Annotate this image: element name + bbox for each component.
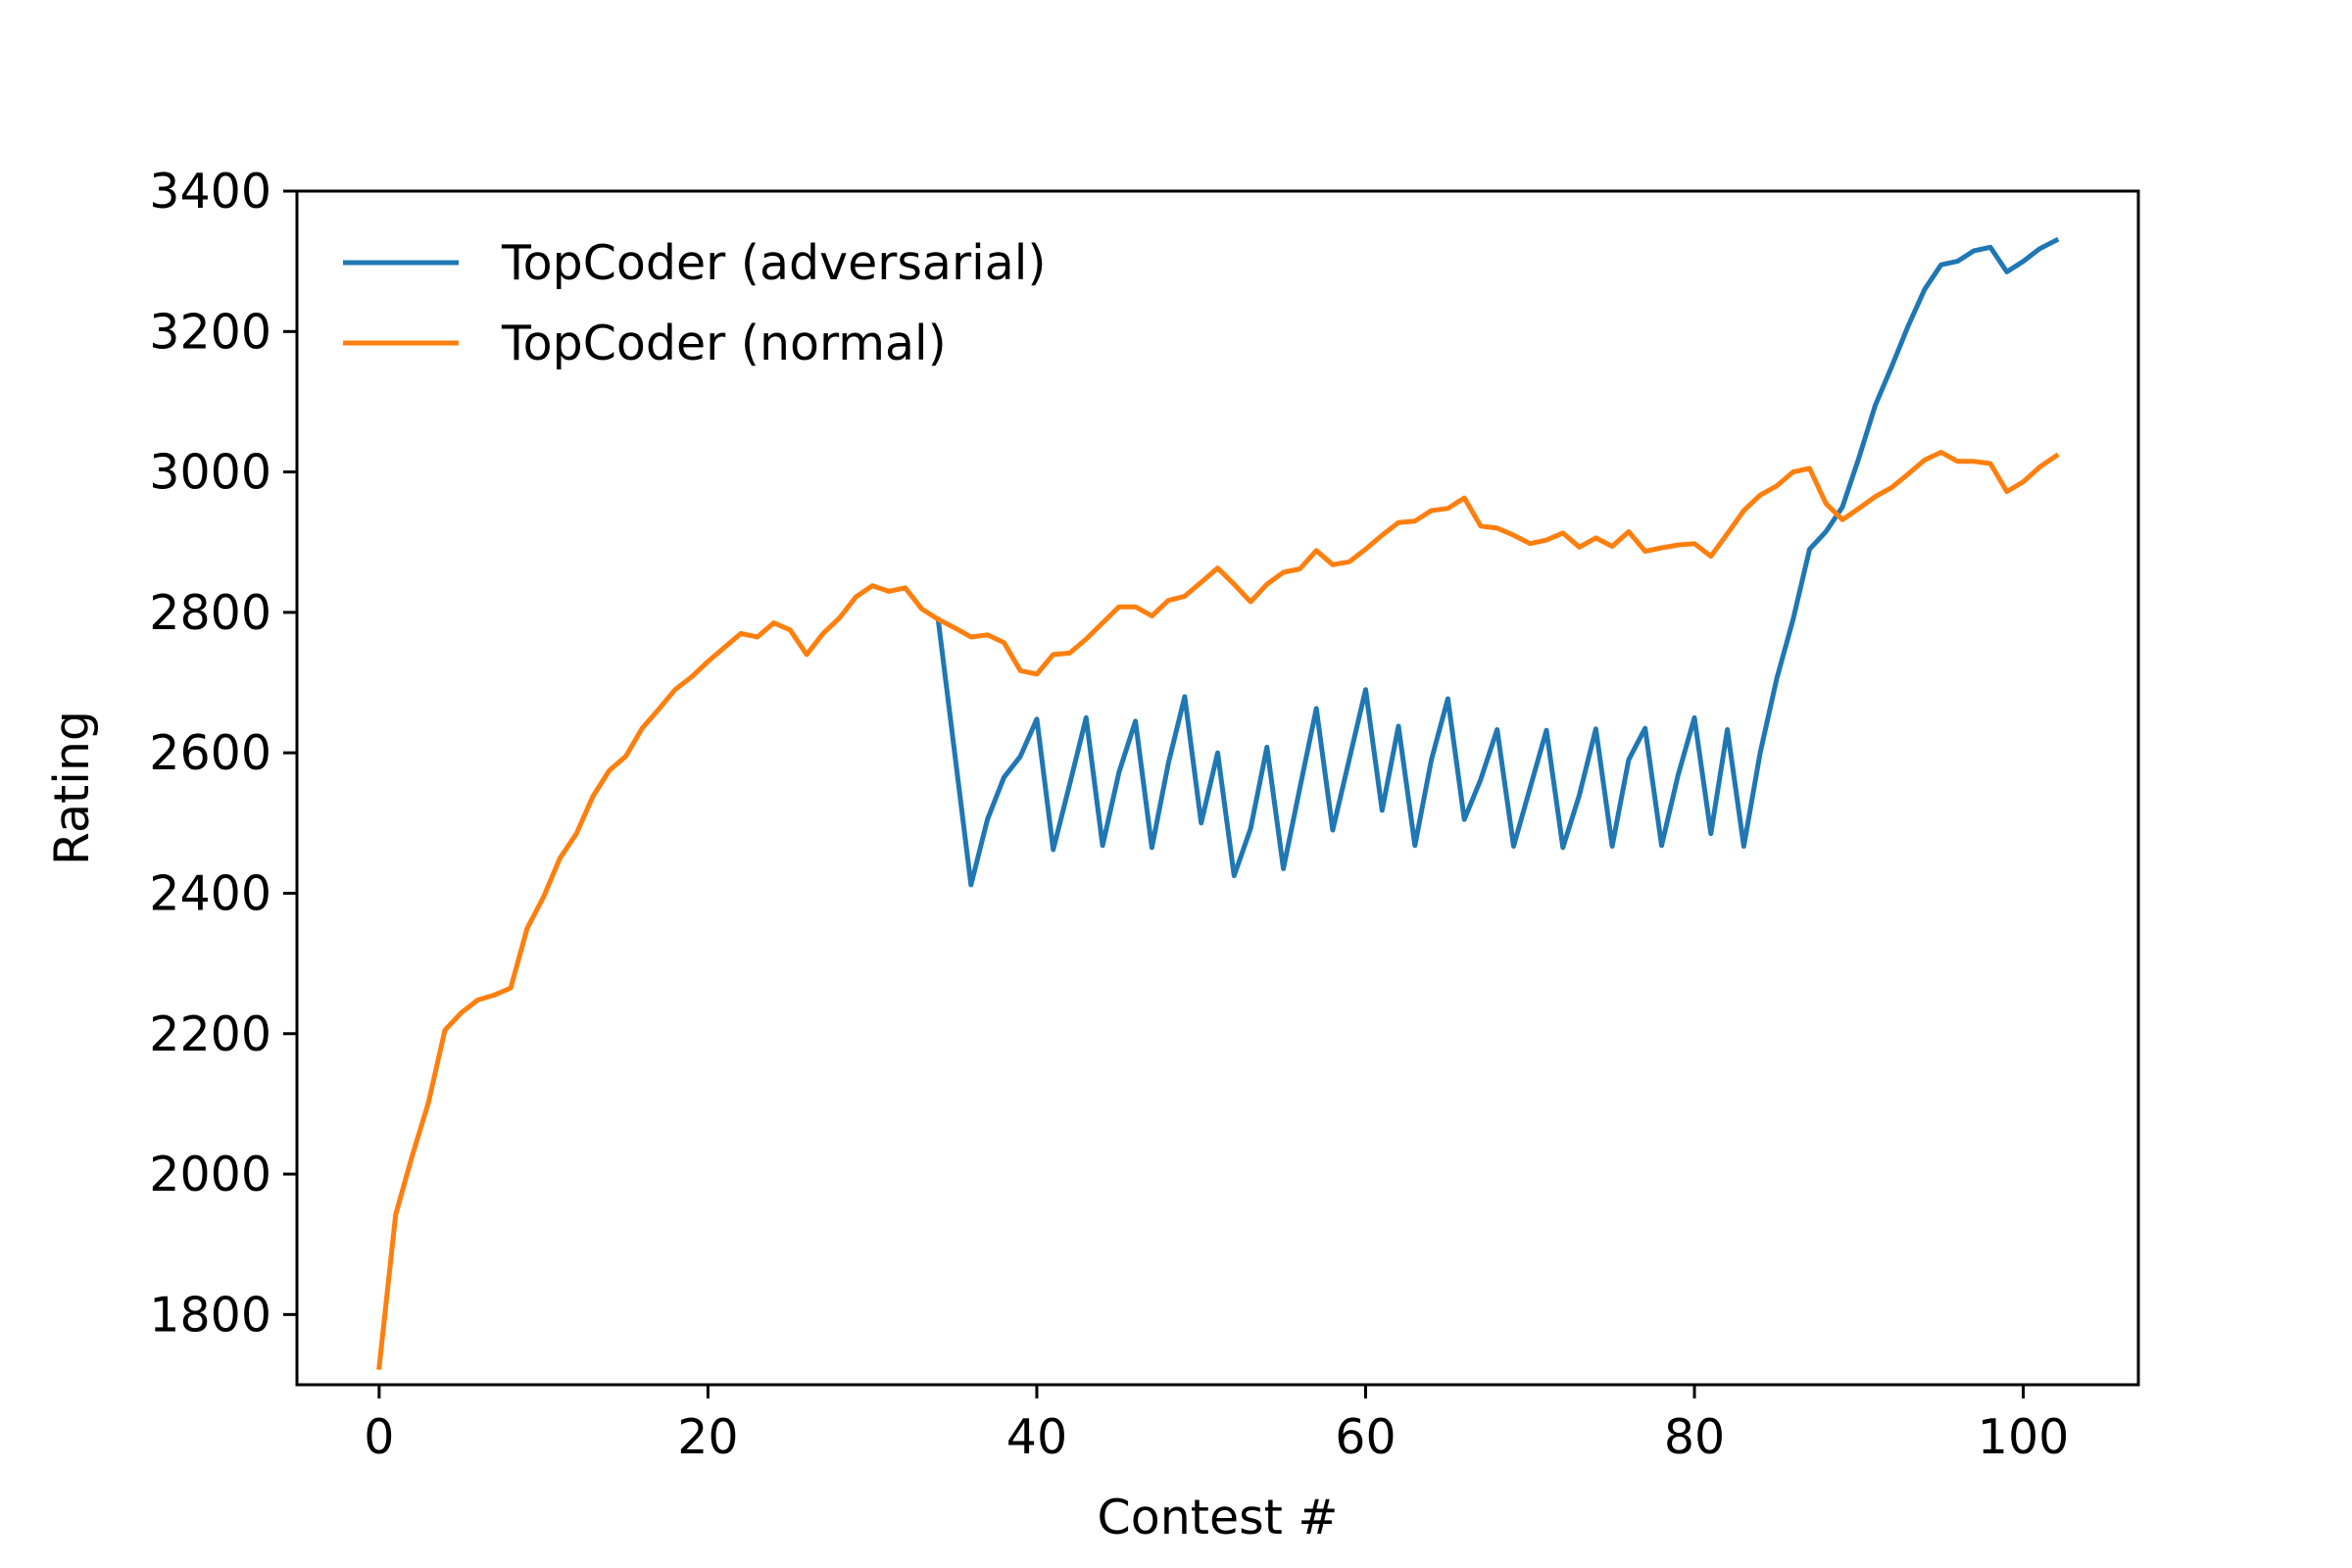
x-tick-label: 80	[1664, 1409, 1725, 1465]
legend-label-1: TopCoder (normal)	[501, 316, 947, 371]
x-tick-label: 40	[1006, 1409, 1067, 1465]
y-tick-label: 3400	[149, 164, 271, 220]
y-tick-label: 2600	[149, 725, 271, 781]
x-axis: 0 20 40 60 80 100	[364, 1385, 2069, 1465]
plot-frame	[295, 189, 2140, 1387]
x-axis-label: Contest #	[1098, 1490, 1339, 1545]
x-tick-label: 20	[677, 1409, 738, 1465]
y-tick-label: 2000	[149, 1147, 271, 1202]
series-line-0	[935, 236, 2060, 888]
series-layer	[376, 236, 2060, 1370]
y-axis-label: Rating	[44, 710, 100, 865]
x-tick-label: 0	[364, 1409, 394, 1465]
legend-label-0: TopCoder (adversarial)	[501, 235, 1046, 291]
y-tick-label: 1800	[149, 1287, 271, 1343]
x-tick-label: 60	[1335, 1409, 1396, 1465]
y-tick-label: 3200	[149, 304, 271, 360]
y-axis: 1800 2000 2200 2400 2600 2800 3000 3200 3400	[149, 164, 297, 1343]
legend: TopCoder (adversarial) TopCoder (normal)	[343, 235, 1046, 371]
y-tick-label: 2200	[149, 1006, 271, 1062]
y-tick-label: 3000	[149, 445, 271, 501]
y-tick-label: 2800	[149, 585, 271, 641]
y-tick-label: 2400	[149, 865, 271, 921]
series-line-1	[376, 450, 2060, 1370]
x-tick-label: 100	[1978, 1409, 2070, 1465]
